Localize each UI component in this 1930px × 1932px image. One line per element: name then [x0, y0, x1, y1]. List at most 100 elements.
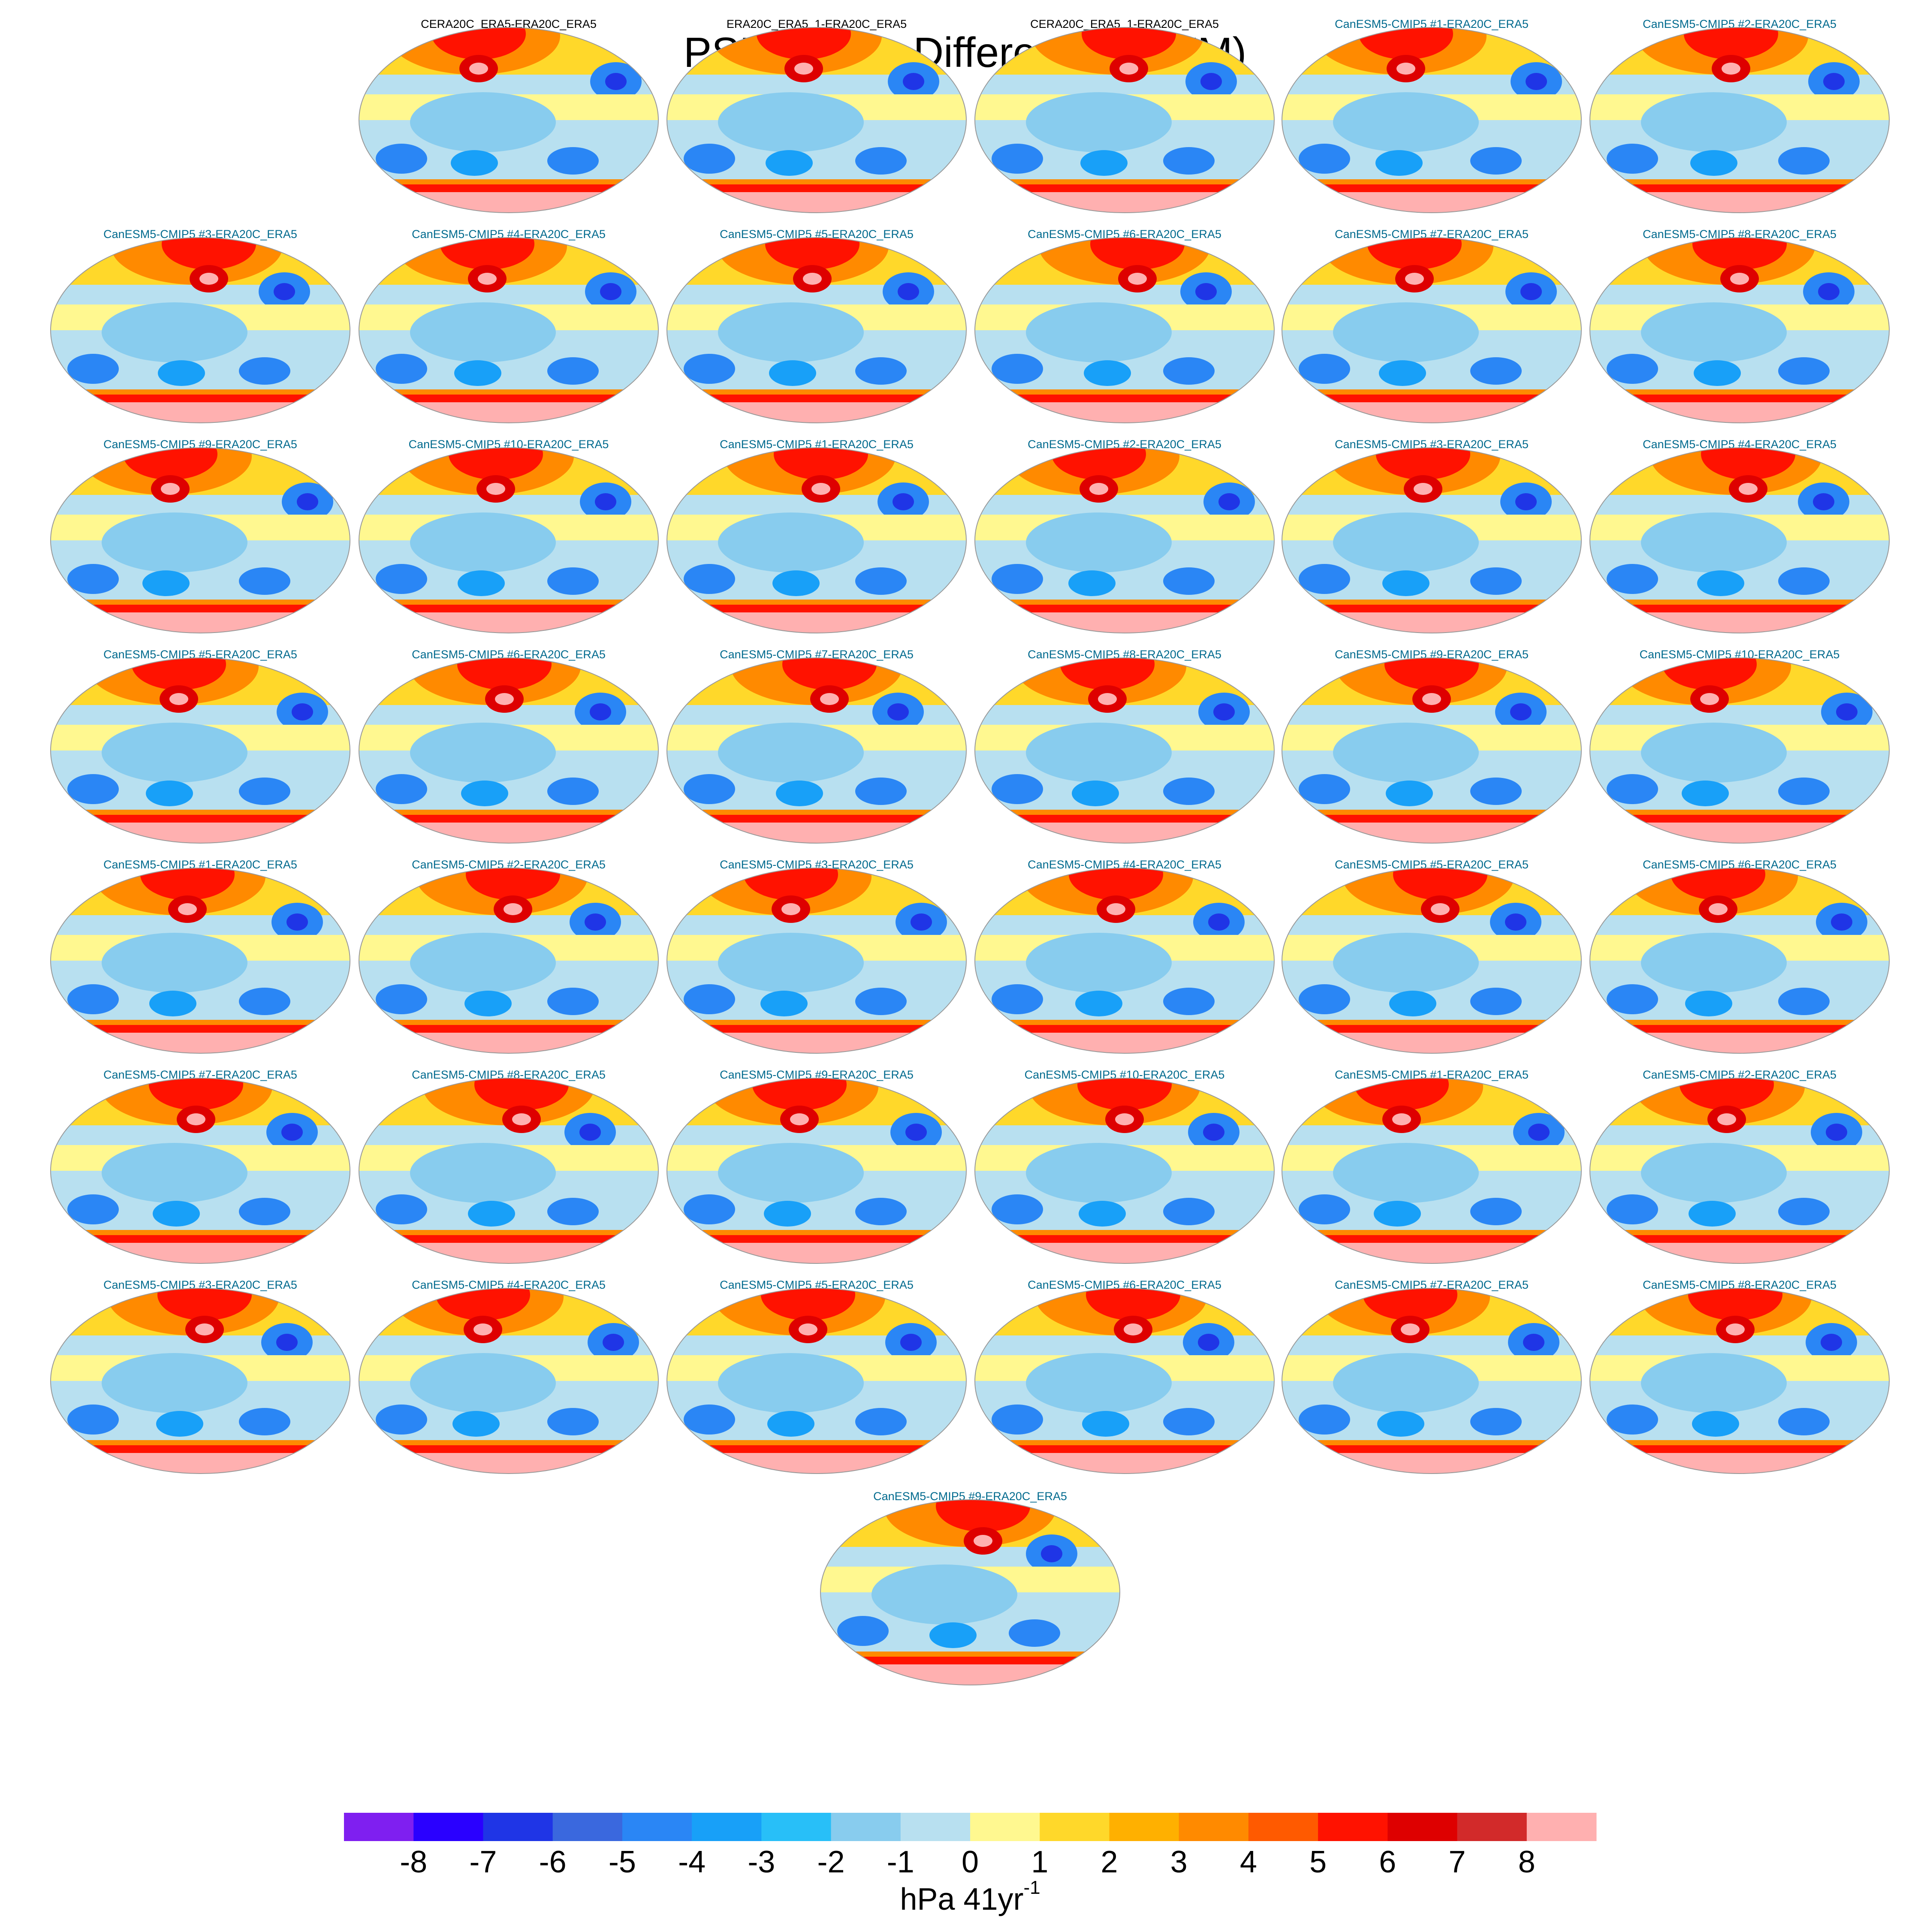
south-band: [667, 192, 966, 213]
contour-fill: [156, 1411, 203, 1437]
map-panel: [820, 1500, 1120, 1685]
contour-fill: [547, 147, 599, 175]
contour-fill: [1026, 1353, 1172, 1413]
map-panel: [975, 448, 1274, 633]
contour-fill: [486, 483, 505, 495]
contour-fill: [887, 703, 909, 720]
south-band: [975, 184, 1274, 192]
contour-fill: [718, 723, 864, 783]
contour-fill: [1778, 1198, 1830, 1225]
contour-fill: [239, 1408, 290, 1435]
contour-fill: [1813, 493, 1834, 510]
south-band: [1282, 815, 1581, 823]
contour-fill: [195, 1323, 214, 1335]
south-band: [1282, 402, 1581, 423]
contour-fill: [1299, 774, 1350, 804]
contour-fill: [146, 781, 193, 806]
contour-fill: [1405, 273, 1424, 285]
contour-fill: [898, 283, 919, 300]
contour-fill: [855, 567, 907, 595]
contour-fill: [595, 493, 616, 510]
contour-fill: [1333, 723, 1479, 783]
contour-fill: [102, 302, 247, 362]
contour-fill: [837, 1616, 889, 1646]
contour-fill: [1299, 144, 1350, 174]
contour-fill: [1333, 302, 1479, 362]
contour-fill: [1739, 483, 1758, 495]
south-band: [975, 402, 1274, 423]
map-outline: [666, 868, 967, 1054]
contour-fill: [911, 913, 932, 931]
contour-fill: [547, 567, 599, 595]
contour-fill: [992, 774, 1043, 804]
contour-fill: [454, 360, 501, 386]
colorbar-tick-label: -4: [678, 1845, 706, 1879]
south-band: [1590, 1453, 1889, 1474]
colorbar-box: [552, 1813, 623, 1841]
contour-fill: [1163, 567, 1215, 595]
contour-fill: [1470, 147, 1522, 175]
contour-fill: [376, 144, 427, 174]
map-panel: [667, 238, 966, 423]
contour-fill: [1607, 354, 1658, 384]
south-band: [359, 823, 658, 843]
contour-fill: [1333, 933, 1479, 993]
colorbar-box: [1179, 1813, 1249, 1841]
south-band: [667, 184, 966, 192]
contour-fill: [1692, 1411, 1739, 1437]
south-band: [51, 1025, 350, 1033]
contour-fill: [474, 1078, 569, 1110]
contour-fill: [1688, 1288, 1782, 1320]
map-outline: [1282, 237, 1582, 423]
south-band: [1590, 612, 1889, 633]
map-outline: [666, 237, 967, 423]
contour-fill: [1392, 1113, 1411, 1125]
map-outline: [50, 447, 350, 633]
map-outline: [666, 447, 967, 633]
contour-fill: [1218, 493, 1240, 510]
map-outline: [974, 447, 1275, 633]
map-panel: [1282, 868, 1581, 1053]
south-band: [1590, 1033, 1889, 1053]
contour-fill: [1072, 781, 1119, 806]
contour-fill: [1375, 150, 1423, 176]
contour-fill: [684, 354, 735, 384]
colorbar-box: [1318, 1813, 1388, 1841]
colorbar-tick-label: -5: [609, 1845, 636, 1879]
map-outline: [50, 657, 350, 844]
contour-fill: [1041, 1545, 1062, 1562]
south-band: [51, 612, 350, 633]
contour-fill: [410, 302, 556, 362]
contour-fill: [281, 1124, 303, 1141]
contour-fill: [1682, 781, 1729, 806]
map-outline: [666, 657, 967, 844]
contour-fill: [187, 1113, 205, 1125]
contour-fill: [794, 63, 813, 75]
map-outline: [974, 27, 1275, 213]
contour-fill: [169, 693, 188, 705]
contour-fill: [1778, 357, 1830, 385]
south-band: [1590, 192, 1889, 213]
map-outline: [359, 27, 659, 213]
map-outline: [1589, 447, 1890, 633]
contour-fill: [1831, 913, 1852, 931]
map-outline: [974, 1288, 1275, 1474]
map-outline: [974, 237, 1275, 423]
contour-fill: [1778, 147, 1830, 175]
map-panel: [1282, 448, 1581, 633]
south-band: [975, 1243, 1274, 1263]
contour-fill: [767, 1411, 814, 1437]
contour-fill: [1470, 1198, 1522, 1225]
contour-fill: [512, 1113, 531, 1125]
contour-fill: [1607, 1194, 1658, 1224]
contour-fill: [1700, 693, 1719, 705]
south-band: [1282, 1453, 1581, 1474]
map-outline: [666, 1078, 967, 1264]
south-band: [359, 1445, 658, 1453]
map-panel: [1590, 1288, 1889, 1474]
contour-fill: [992, 984, 1043, 1014]
units-exponent: -1: [1024, 1877, 1040, 1898]
contour-fill: [149, 1078, 243, 1110]
contour-fill: [684, 564, 735, 594]
map-outline: [1282, 1078, 1582, 1264]
